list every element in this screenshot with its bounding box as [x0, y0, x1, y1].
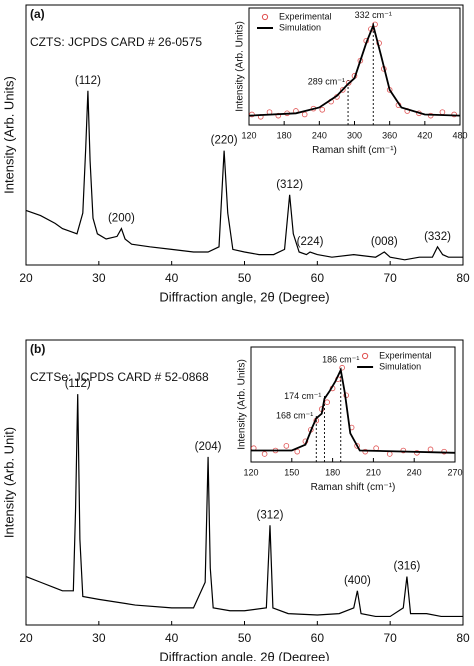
peak-label: (312)	[276, 179, 303, 191]
x-axis-label: Diffraction angle, 2θ (Degree)	[159, 650, 329, 661]
x-axis-label: Raman shift (cm⁻¹)	[311, 482, 396, 493]
legend-marker	[261, 13, 269, 21]
data-point	[261, 451, 268, 457]
x-tick-label: 480	[452, 130, 467, 140]
data-point	[339, 364, 345, 371]
x-tick-label: 20	[19, 631, 33, 645]
peak-label: 186 cm⁻¹	[322, 354, 359, 364]
x-tick-label: 210	[366, 467, 381, 477]
peak-label: (008)	[371, 236, 398, 248]
y-axis-label: Intensity (Arb. Units)	[235, 21, 246, 112]
peak-label: (220)	[211, 135, 238, 147]
data-point	[249, 111, 255, 118]
legend-label: Simulation	[279, 22, 321, 32]
peak-label: (316)	[393, 561, 420, 573]
x-tick-label: 420	[417, 130, 432, 140]
legend-label: Simulation	[379, 361, 421, 371]
data-point	[372, 21, 378, 28]
x-tick-label: 20	[19, 271, 33, 285]
legend-label: Experimental	[279, 11, 332, 21]
x-tick-label: 30	[92, 631, 106, 645]
data-point	[354, 443, 360, 449]
x-tick-label: 120	[243, 467, 258, 477]
x-axis-label: Raman shift (cm⁻¹)	[312, 145, 397, 156]
x-tick-label: 80	[456, 271, 470, 285]
x-tick-label: 120	[241, 130, 256, 140]
data-point	[294, 448, 301, 455]
x-tick-label: 240	[407, 467, 422, 477]
x-tick-label: 60	[311, 631, 325, 645]
peak-label: (332)	[424, 231, 451, 243]
peak-label: (204)	[195, 441, 222, 453]
y-axis-label: Intensity (Arb. Units)	[1, 76, 16, 194]
data-point	[319, 106, 326, 113]
x-tick-label: 180	[325, 467, 340, 477]
xrd-line	[25, 394, 463, 618]
data-point	[339, 87, 346, 93]
peak-label: (400)	[344, 575, 371, 587]
data-point	[275, 112, 282, 119]
x-tick-label: 180	[277, 130, 292, 140]
x-tick-label: 50	[238, 271, 252, 285]
inset-frame	[250, 346, 456, 463]
peak-label: (224)	[297, 236, 324, 248]
x-tick-label: 240	[312, 130, 327, 140]
peak-label: 289 cm⁻¹	[308, 76, 345, 86]
peak-label: 174 cm⁻¹	[284, 391, 321, 401]
x-tick-label: 80	[456, 631, 470, 645]
peak-label: (112)	[75, 75, 101, 87]
peak-label: 168 cm⁻¹	[276, 411, 313, 421]
y-axis-label: Intensity (Arb. Unit)	[1, 427, 16, 538]
subtitle: CZTSe: JCPDS CARD # 52-0868	[30, 370, 209, 384]
panel-label: (a)	[30, 7, 45, 21]
data-point	[301, 111, 308, 118]
y-axis-label: Intensity (Arb. Units)	[237, 359, 248, 450]
data-point	[324, 399, 330, 406]
legend-label: Experimental	[379, 350, 432, 360]
x-axis-label: Diffraction angle, 2θ (Degree)	[159, 290, 329, 305]
fit-line	[248, 22, 461, 117]
x-tick-label: 40	[165, 631, 179, 645]
subtitle: CZTS: JCPDS CARD # 26-0575	[30, 35, 202, 49]
data-point	[400, 447, 407, 454]
x-tick-label: 360	[382, 130, 397, 140]
x-tick-label: 270	[447, 467, 462, 477]
peak-label: (112)	[65, 378, 91, 390]
x-tick-label: 40	[165, 271, 179, 285]
legend-marker	[361, 352, 369, 360]
x-tick-label: 50	[238, 631, 252, 645]
peak-label: 332 cm⁻¹	[355, 10, 392, 20]
inset-frame	[248, 7, 461, 126]
data-point	[362, 448, 369, 455]
x-tick-label: 70	[383, 631, 397, 645]
x-tick-label: 60	[311, 271, 325, 285]
panel-label: (b)	[30, 342, 45, 356]
fit-line	[251, 367, 456, 454]
data-point	[345, 80, 352, 86]
x-tick-label: 300	[347, 130, 362, 140]
peak-label: (312)	[257, 509, 284, 521]
peak-label: (200)	[108, 213, 135, 225]
xrd-line	[25, 90, 463, 261]
x-tick-label: 30	[92, 271, 106, 285]
x-tick-label: 70	[383, 271, 397, 285]
x-tick-label: 150	[284, 467, 299, 477]
data-point	[283, 443, 290, 449]
